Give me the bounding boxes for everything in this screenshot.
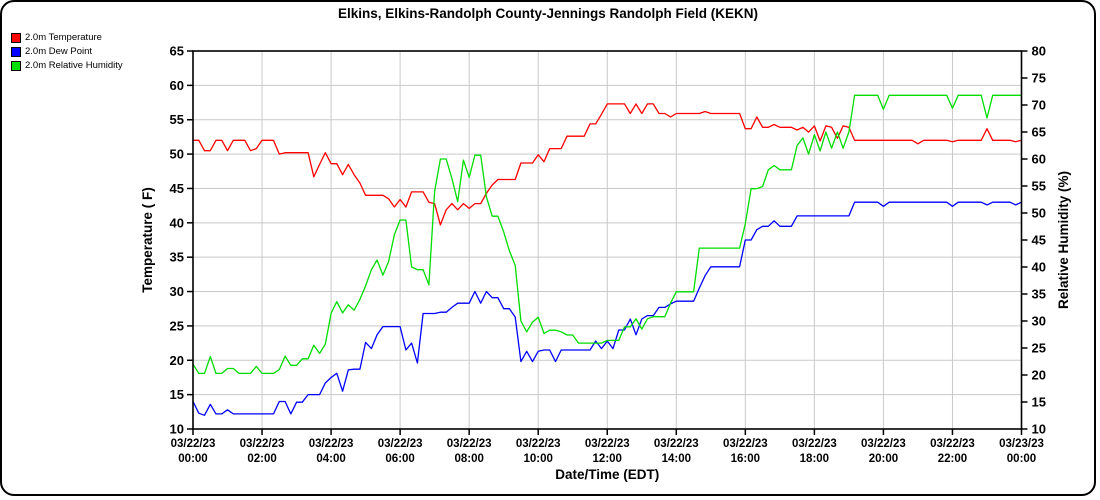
left-tick-label: 15 <box>170 387 184 402</box>
left-tick-label: 65 <box>170 44 184 59</box>
legend-swatch-icon <box>11 60 21 71</box>
x-tick-label: 03/22/23 10:00 <box>516 438 561 465</box>
right-tick-label: 25 <box>1032 341 1046 356</box>
x-tick-label: 03/22/23 02:00 <box>240 438 285 465</box>
left-tick-label: 45 <box>170 181 184 196</box>
right-tick-label: 45 <box>1032 233 1046 248</box>
x-tick-label: 03/22/23 22:00 <box>930 438 975 465</box>
x-tick-label: 03/22/23 12:00 <box>585 438 630 465</box>
left-tick-label: 20 <box>170 353 184 368</box>
legend-item-2: 2.0m Relative Humidity <box>11 59 123 72</box>
left-tick-label: 60 <box>170 78 184 93</box>
series-line-2 <box>192 94 1023 375</box>
left-tick-label: 55 <box>170 112 184 127</box>
legend-label: 2.0m Dew Point <box>25 46 93 57</box>
x-tick-label: 03/22/23 14:00 <box>654 438 699 465</box>
x-tick-label: 03/22/23 04:00 <box>309 438 354 465</box>
legend-swatch-icon <box>11 46 21 57</box>
left-tick-label: 10 <box>170 422 184 437</box>
legend-label: 2.0m Temperature <box>25 32 102 43</box>
right-tick-label: 65 <box>1032 125 1046 140</box>
right-tick-label: 20 <box>1032 368 1046 383</box>
legend-swatch-icon <box>11 32 21 43</box>
right-tick-label: 60 <box>1032 152 1046 167</box>
right-tick-label: 80 <box>1032 44 1046 59</box>
legend-item-0: 2.0m Temperature <box>11 31 123 44</box>
legend-item-1: 2.0m Dew Point <box>11 45 123 58</box>
right-tick-label: 50 <box>1032 206 1046 221</box>
x-tick-label: 03/22/23 20:00 <box>861 438 906 465</box>
right-tick-label: 70 <box>1032 98 1046 113</box>
x-tick-label: 03/22/23 08:00 <box>447 438 492 465</box>
right-tick-label: 30 <box>1032 314 1046 329</box>
x-tick-label: 03/22/23 06:00 <box>378 438 423 465</box>
right-tick-label: 40 <box>1032 260 1046 275</box>
x-tick-label: 03/23/23 00:00 <box>999 438 1044 465</box>
right-tick-label: 55 <box>1032 179 1046 194</box>
y-right-axis-title: Relative Humidity (%) <box>1056 171 1071 309</box>
y-left-axis-title: Temperature ( F) <box>140 187 155 293</box>
legend-label: 2.0m Relative Humidity <box>25 60 123 71</box>
right-tick-label: 35 <box>1032 287 1046 302</box>
left-tick-label: 25 <box>170 318 184 333</box>
x-tick-label: 03/22/23 00:00 <box>171 438 216 465</box>
legend: 2.0m Temperature 2.0m Dew Point 2.0m Relat… <box>11 31 123 73</box>
left-tick-label: 50 <box>170 147 184 162</box>
x-tick-label: 03/22/23 16:00 <box>723 438 768 465</box>
right-tick-label: 75 <box>1032 71 1046 86</box>
right-tick-label: 15 <box>1032 395 1046 410</box>
chart-title: Elkins, Elkins-Randolph County-Jennings … <box>337 6 758 21</box>
left-tick-label: 30 <box>170 284 184 299</box>
left-tick-label: 40 <box>170 215 184 230</box>
series-line-0 <box>192 103 1023 226</box>
right-tick-label: 10 <box>1032 422 1046 437</box>
x-tick-label: 03/22/23 18:00 <box>792 438 837 465</box>
left-tick-label: 35 <box>170 250 184 265</box>
x-axis-title: Date/Time (EDT) <box>555 467 659 482</box>
